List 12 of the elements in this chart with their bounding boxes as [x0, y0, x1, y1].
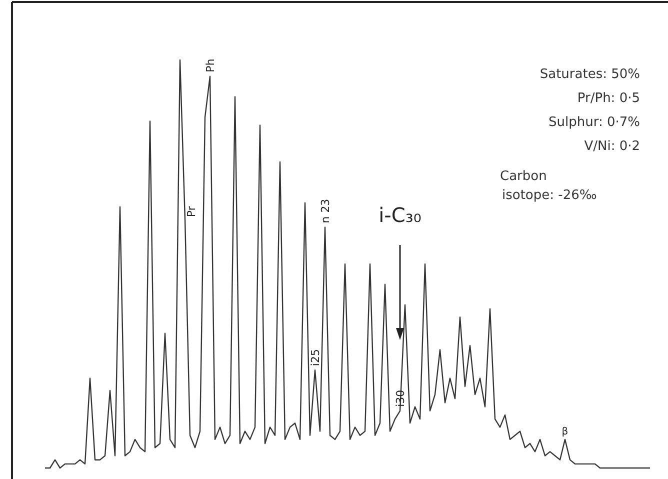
- annotation: Ph: [204, 58, 217, 72]
- annotation: Saturates: 50%: [540, 67, 640, 82]
- annotation: i30: [394, 390, 407, 407]
- annotation: β: [562, 426, 568, 438]
- annotation: V/Ni: 0·2: [584, 139, 640, 154]
- annotation: Pr: [185, 206, 198, 218]
- annotation: Pr/Ph: 0·5: [577, 91, 640, 106]
- annotation: i-C₃₀: [378, 203, 422, 227]
- annotation: Sulphur: 0·7%: [548, 115, 640, 130]
- annotation: n 23: [319, 198, 332, 224]
- annotation: Carbon isotope: -26‰: [500, 169, 597, 203]
- annotation: i25: [309, 349, 322, 366]
